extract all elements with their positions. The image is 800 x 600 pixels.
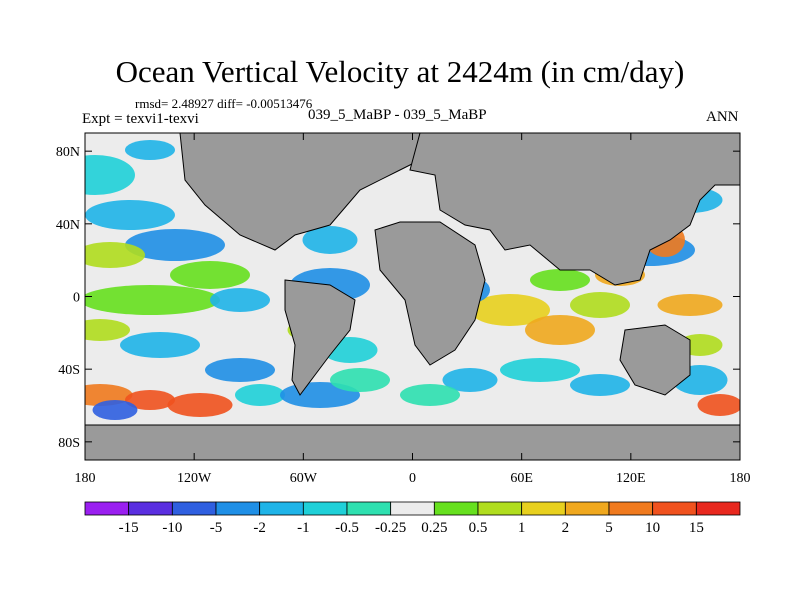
velocity-patch <box>120 332 200 358</box>
velocity-patch <box>205 358 275 382</box>
colorbar-swatch <box>521 501 566 516</box>
velocity-patch <box>125 140 175 160</box>
velocity-patch <box>470 294 550 326</box>
velocity-patch <box>125 390 175 410</box>
lon-labels: 180 120W 60W 0 60E 120E 180 <box>75 471 751 486</box>
velocity-patch <box>530 269 590 291</box>
velocity-patch <box>442 368 498 392</box>
colorbar-swatch <box>390 501 435 516</box>
colorbar-swatch <box>564 501 610 516</box>
velocity-patch <box>170 261 250 289</box>
colorbar-label: -0.25 <box>375 520 406 536</box>
lat-label: 0 <box>73 291 80 306</box>
colorbar-label: -10 <box>162 520 182 536</box>
velocity-patch <box>92 400 138 420</box>
lon-label: 0 <box>409 471 416 486</box>
lon-ticks <box>84 133 741 460</box>
colorbar-swatch <box>695 501 741 516</box>
lon-label: 180 <box>75 471 96 486</box>
land-mass <box>374 221 486 366</box>
lon-label: 60W <box>290 471 318 486</box>
land-mass <box>619 324 691 396</box>
lat-ticks <box>85 150 740 443</box>
colorbar-swatch <box>84 501 130 516</box>
colorbar-swatch <box>171 501 217 516</box>
land-mass <box>284 279 356 396</box>
colorbar-label: 0.5 <box>469 520 488 536</box>
velocity-patch <box>697 394 740 416</box>
colorbar-swatch <box>346 501 392 516</box>
colorbar <box>84 501 741 516</box>
velocity-patch <box>85 155 135 195</box>
velocity-patch <box>85 319 130 341</box>
ocean-field <box>85 133 740 460</box>
colorbar-swatch <box>259 501 304 516</box>
colorbar-label: 5 <box>605 520 613 536</box>
velocity-patch <box>235 384 285 406</box>
colorbar-swatch <box>128 501 173 516</box>
land-mass <box>409 133 740 286</box>
velocity-patch <box>657 294 723 316</box>
colorbar-label: -2 <box>253 520 266 536</box>
lat-label: 80N <box>56 145 80 160</box>
colorbar-label: 0.25 <box>421 520 447 536</box>
lon-label: 120E <box>616 471 646 486</box>
lat-label: 40S <box>58 363 80 378</box>
season-label: ANN <box>706 109 739 125</box>
colorbar-swatch <box>608 501 654 516</box>
lat-label: 40N <box>56 218 80 233</box>
colorbar-label: 10 <box>645 520 660 536</box>
colorbar-label: 15 <box>689 520 704 536</box>
velocity-patch <box>500 358 580 382</box>
velocity-patch <box>85 285 220 315</box>
colorbar-labels: -15 -10 -5 -2 -1 -0.5 -0.25 0.25 0.5 1 2 5 10 15 <box>119 520 704 536</box>
velocity-patch <box>85 242 145 268</box>
map-title: Ocean Vertical Velocity at 2424m (in cm/… <box>115 54 685 89</box>
colorbar-label: -0.5 <box>335 520 359 536</box>
velocity-patch <box>400 384 460 406</box>
velocity-patch <box>210 288 270 312</box>
velocity-patch <box>85 200 175 230</box>
colorbar-label: -15 <box>119 520 139 536</box>
land-mass <box>85 424 740 460</box>
case-label: 039_5_MaBP - 039_5_MaBP <box>308 107 487 123</box>
velocity-patch <box>570 374 630 396</box>
velocity-patch <box>570 292 630 318</box>
lon-label: 180 <box>730 471 751 486</box>
stats-text: rmsd= 2.48927 diff= -0.00513476 <box>135 96 313 111</box>
lon-label: 120W <box>177 471 212 486</box>
colorbar-swatch <box>433 501 479 516</box>
velocity-patch <box>302 226 358 254</box>
colorbar-swatch <box>215 501 261 516</box>
velocity-patch <box>167 393 233 417</box>
colorbar-swatch <box>302 501 348 516</box>
colorbar-swatch <box>652 501 697 516</box>
lon-label: 60E <box>510 471 533 486</box>
colorbar-label: -1 <box>297 520 310 536</box>
velocity-patch <box>525 315 595 345</box>
colorbar-label: 1 <box>518 520 526 536</box>
colorbar-swatch <box>477 501 523 516</box>
colorbar-label: 2 <box>562 520 570 536</box>
velocity-patch <box>125 229 225 261</box>
lat-label: 80S <box>58 436 80 451</box>
experiment-label: Expt = texvi1-texvi <box>82 111 199 127</box>
land-masses <box>85 133 740 460</box>
velocity-patch <box>330 368 390 392</box>
lat-labels: 80N 40N 0 40S 80S <box>56 145 80 451</box>
colorbar-label: -5 <box>210 520 223 536</box>
